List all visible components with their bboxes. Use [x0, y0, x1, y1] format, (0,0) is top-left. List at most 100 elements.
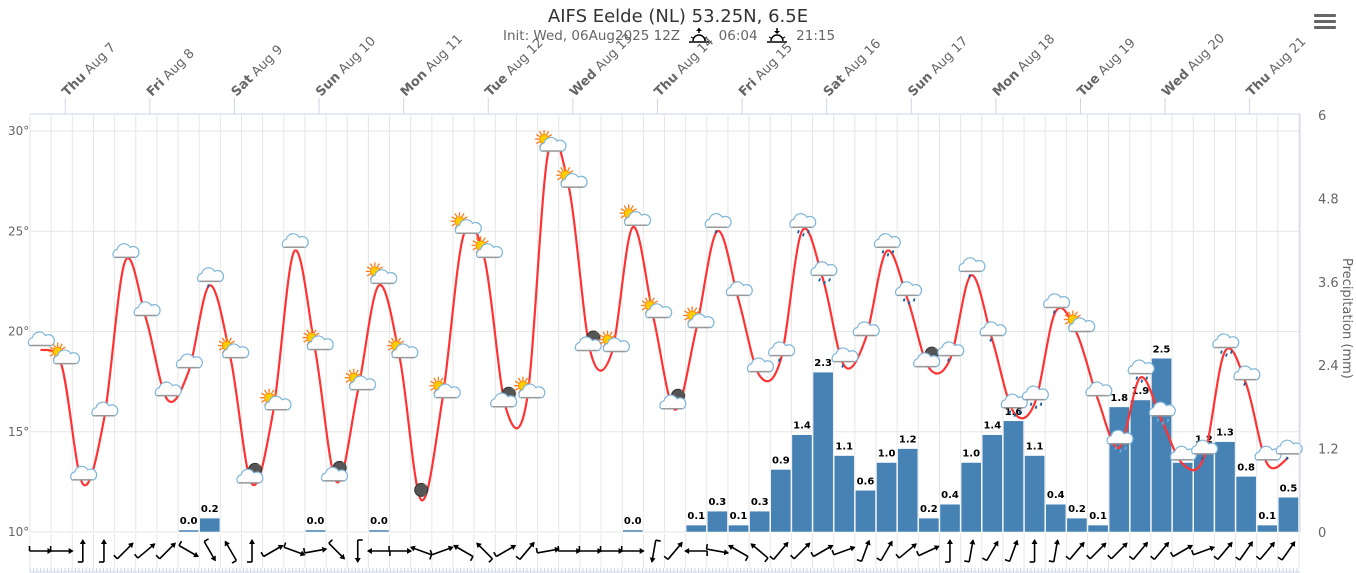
wind-arrowhead: [68, 548, 74, 554]
sun-ray: [535, 133, 541, 138]
weather-sun-cloud-icon: [260, 388, 292, 411]
day-date: Aug 9: [246, 42, 286, 82]
wind-arrow: [982, 540, 999, 562]
precip-value-label: 0.2: [201, 504, 219, 515]
moon-disc: [414, 482, 429, 497]
cloud-shape: [391, 343, 419, 359]
wind-arrow: [1150, 541, 1170, 561]
sun-ray: [560, 167, 564, 172]
wind-arrow: [810, 544, 834, 558]
wind-barb: [764, 557, 769, 563]
rain-drop: [881, 250, 885, 254]
wind-arrow: [769, 541, 789, 561]
wind-arrow: [493, 544, 517, 558]
wind-arrow: [247, 539, 255, 563]
precip-value-label: 0.2: [920, 504, 938, 515]
precip-bar: [960, 462, 982, 533]
wind-barb: [302, 547, 306, 554]
precipitation-tick-label: 6: [1318, 109, 1326, 124]
cloud-shape: [937, 341, 965, 357]
rain-drop: [1013, 413, 1017, 417]
cloud-shape: [433, 383, 461, 399]
wind-barb: [1128, 555, 1134, 561]
wind-barb: [1169, 551, 1174, 557]
day-date: Aug 21: [1263, 34, 1309, 80]
sun-ray: [218, 340, 223, 344]
rain-drop: [1156, 418, 1160, 423]
precip-bar: [982, 434, 1003, 533]
cloud-shape: [852, 321, 880, 337]
weather-cloud-icon: [112, 243, 140, 259]
cloud-shape: [1254, 445, 1282, 461]
wind-arrowhead: [750, 543, 757, 549]
day-label: Thu Aug 21: [1244, 34, 1309, 99]
temperature-tick-label: 25°: [8, 224, 29, 238]
wind-arrow: [409, 545, 433, 560]
weather-light-rain-icon: [1191, 439, 1219, 461]
precip-bar: [855, 490, 876, 533]
precip-value-label: 0.4: [941, 490, 959, 501]
sun-ray: [599, 341, 604, 345]
sun-ray: [230, 340, 235, 344]
sun-ray: [378, 266, 384, 270]
wind-barb: [429, 554, 433, 560]
hamburger-menu-icon[interactable]: [1314, 14, 1336, 32]
sun-ray: [61, 346, 66, 350]
sun-ray: [261, 392, 266, 396]
wind-arrowhead: [1187, 544, 1193, 551]
cloud-shape: [659, 394, 687, 410]
precip-bar: [368, 529, 390, 533]
wind-arrow: [328, 539, 346, 560]
cloud-shape: [1085, 381, 1113, 397]
precip-value-label: 1.1: [835, 442, 853, 453]
wind-arrowhead: [339, 553, 346, 560]
temperature-tick-label: 30°: [8, 124, 29, 138]
wind-arrowhead: [366, 548, 372, 554]
sun-ray: [357, 372, 362, 376]
cloud-shape: [490, 392, 518, 408]
wind-arrowhead: [1209, 545, 1216, 552]
weather-rain-icon: [873, 233, 901, 257]
weather-sun-cloud-icon: [683, 306, 715, 329]
wind-arrow: [178, 540, 199, 558]
cloud-shape: [894, 281, 923, 297]
wind-arrow: [133, 543, 156, 559]
precipitation-axis-title: Precipitation (mm): [1339, 258, 1354, 379]
cloud-shape: [264, 395, 292, 411]
wind-arrow: [155, 542, 176, 560]
cloud-shape: [320, 466, 349, 482]
weather-light-rain-icon: [768, 341, 796, 362]
wind-arrow: [1128, 541, 1149, 561]
sun-ray: [52, 343, 56, 348]
wind-barb: [982, 557, 988, 562]
rain-drop: [1145, 376, 1149, 380]
wind-arrow: [1169, 544, 1193, 558]
sun-ray: [535, 140, 541, 145]
day-label: Mon Aug 18: [990, 32, 1058, 100]
wind-arrow: [1048, 539, 1060, 563]
precip-bar: [622, 529, 644, 533]
wind-arrowhead: [1227, 541, 1233, 548]
wind-barb: [663, 555, 669, 561]
precip-bar: [770, 469, 792, 533]
wind-barb: [1065, 555, 1071, 561]
sun-ray: [623, 205, 627, 210]
weather-light-rain-icon: [1043, 293, 1071, 314]
weather-cloud-icon: [725, 281, 753, 297]
precip-bar: [707, 510, 728, 533]
wind-arrowhead: [677, 541, 683, 548]
wind-arrowhead: [407, 548, 413, 554]
precip-value-label: 0.5: [1280, 483, 1298, 494]
sun-ray: [387, 340, 393, 344]
weather-sun-cloud-icon: [535, 130, 567, 152]
wind-barb: [831, 549, 835, 556]
rain-drop: [1135, 376, 1139, 380]
weather-rain-icon: [810, 261, 838, 285]
cloud-shape: [979, 321, 1007, 337]
day-label: Sat Aug 16: [821, 36, 884, 99]
wind-barb: [178, 540, 183, 546]
rain-drop: [1166, 418, 1170, 423]
sun-ray: [221, 337, 225, 342]
sun-ray: [454, 213, 458, 218]
wind-arrow: [831, 545, 856, 556]
